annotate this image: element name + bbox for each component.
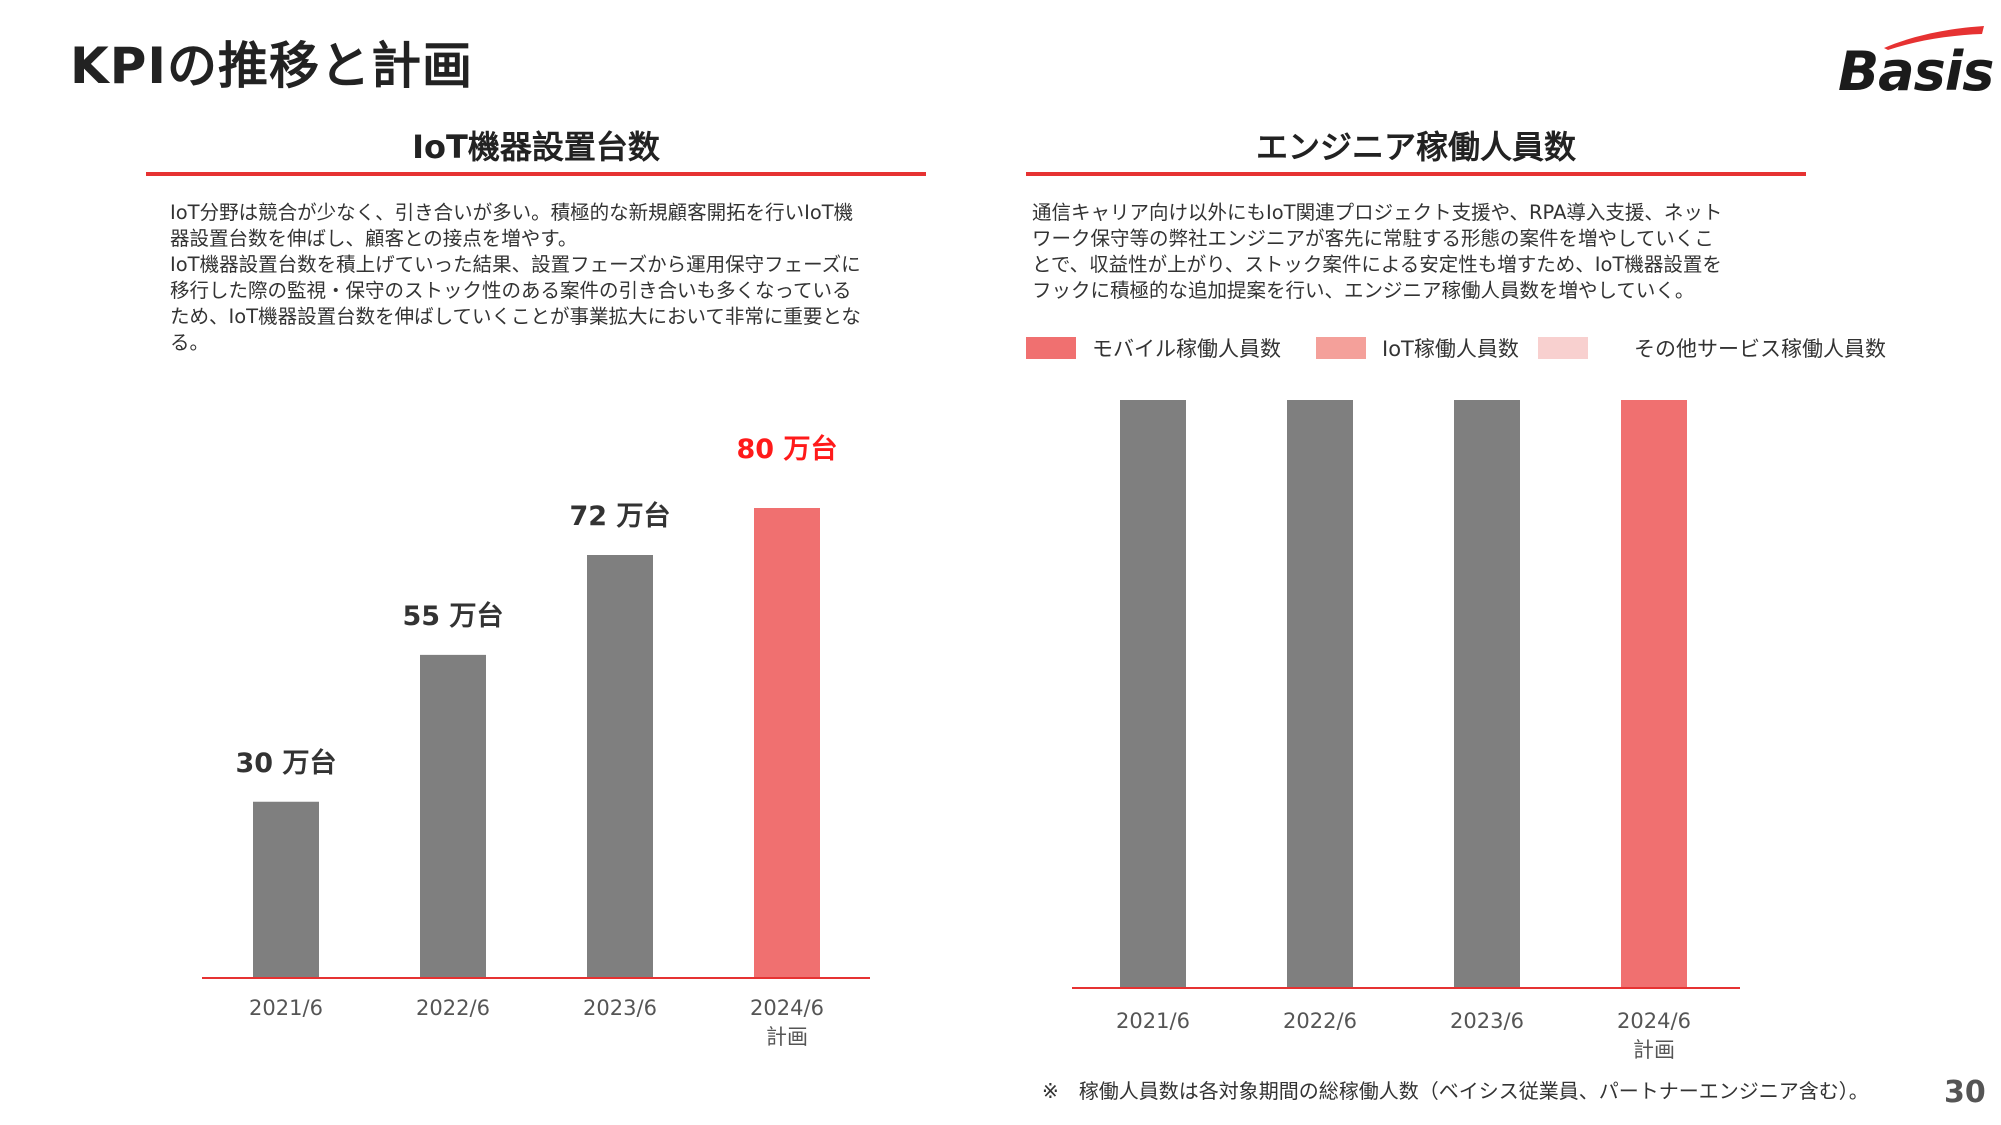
legend-swatch-mobile <box>1026 337 1076 359</box>
iot-bar-2022/6 <box>420 654 486 978</box>
legend-label-iot: IoT稼働人員数 <box>1382 337 1519 361</box>
legend-label-other: その他サービス稼働人員数 <box>1634 337 1886 361</box>
engineer-bar-segment-mobile <box>1621 400 1687 989</box>
engineer-bar-segment-mobile <box>1454 400 1520 988</box>
iot-value-label: 30 万台 <box>236 747 337 779</box>
iot-bar-2023/6 <box>587 555 653 978</box>
page-title: KPIの推移と計画 <box>70 37 473 95</box>
iot-title-rule <box>146 172 926 176</box>
iot-value-label: 55 万台 <box>403 600 504 632</box>
logo-text: Basis <box>1838 40 1994 103</box>
engineer-bar-segment-mobile <box>1287 400 1353 988</box>
basis-logo <box>1884 26 1984 50</box>
iot-x-tick-label: 2023/6 <box>583 996 657 1020</box>
iot-value-label: 80 万台 <box>737 433 838 465</box>
iot-x-tick-label: 2022/6 <box>416 996 490 1020</box>
logo-swoosh <box>1884 26 1984 50</box>
iot-description: IoT分野は競合が少なく、引き合いが多い。積極的な新規顧客開拓を行いIoT機 器… <box>170 201 861 354</box>
iot-panel-title: IoT機器設置台数 <box>412 128 660 166</box>
engineer-x-tick-label: 2021/6 <box>1116 1009 1190 1033</box>
engineer-x-tick-label: 2024/6 <box>1617 1009 1691 1033</box>
page-number: 30 <box>1944 1075 1986 1110</box>
engineer-panel-title: エンジニア稼働人員数 <box>1255 128 1576 166</box>
engineer-x-tick-label: 2022/6 <box>1283 1009 1357 1033</box>
legend-swatch-iot <box>1316 337 1366 359</box>
engineer-count-chart: 4,452 人216 人417 人5,085 人2021/64,939 人207… <box>1072 400 1740 1062</box>
iot-x-tick-label: 2021/6 <box>249 996 323 1020</box>
iot-devices-chart: 30 万台 2021/6 55 万台 2022/6 72 万台 2023/6 80 万台 20… <box>202 433 870 1049</box>
iot-bar-2024/6 <box>754 508 820 978</box>
legend-swatch-other <box>1538 337 1588 359</box>
engineer-bar-segment-mobile <box>1120 400 1186 988</box>
iot-value-label: 72 万台 <box>570 500 671 532</box>
engineer-description: 通信キャリア向け以外にもIoT関連プロジェクト支援や、RPA導入支援、ネット ワ… <box>1032 201 1723 302</box>
footnote: ※ 稼働人員数は各対象期間の総稼働人数（ベイシス従業員、パートナーエンジニア含む… <box>1042 1079 1869 1103</box>
iot-x-tick-label: 2024/6 <box>750 996 824 1020</box>
engineer-x-sublabel: 計画 <box>1633 1038 1675 1062</box>
legend-label-mobile: モバイル稼働人員数 <box>1092 337 1281 361</box>
legend: モバイル稼働人員数 IoT稼働人員数 その他サービス稼働人員数 <box>1026 333 1926 363</box>
engineer-x-tick-label: 2023/6 <box>1450 1009 1524 1033</box>
iot-bar-2021/6 <box>253 801 319 978</box>
engineer-title-rule <box>1026 172 1806 176</box>
iot-x-sublabel: 計画 <box>766 1025 808 1049</box>
